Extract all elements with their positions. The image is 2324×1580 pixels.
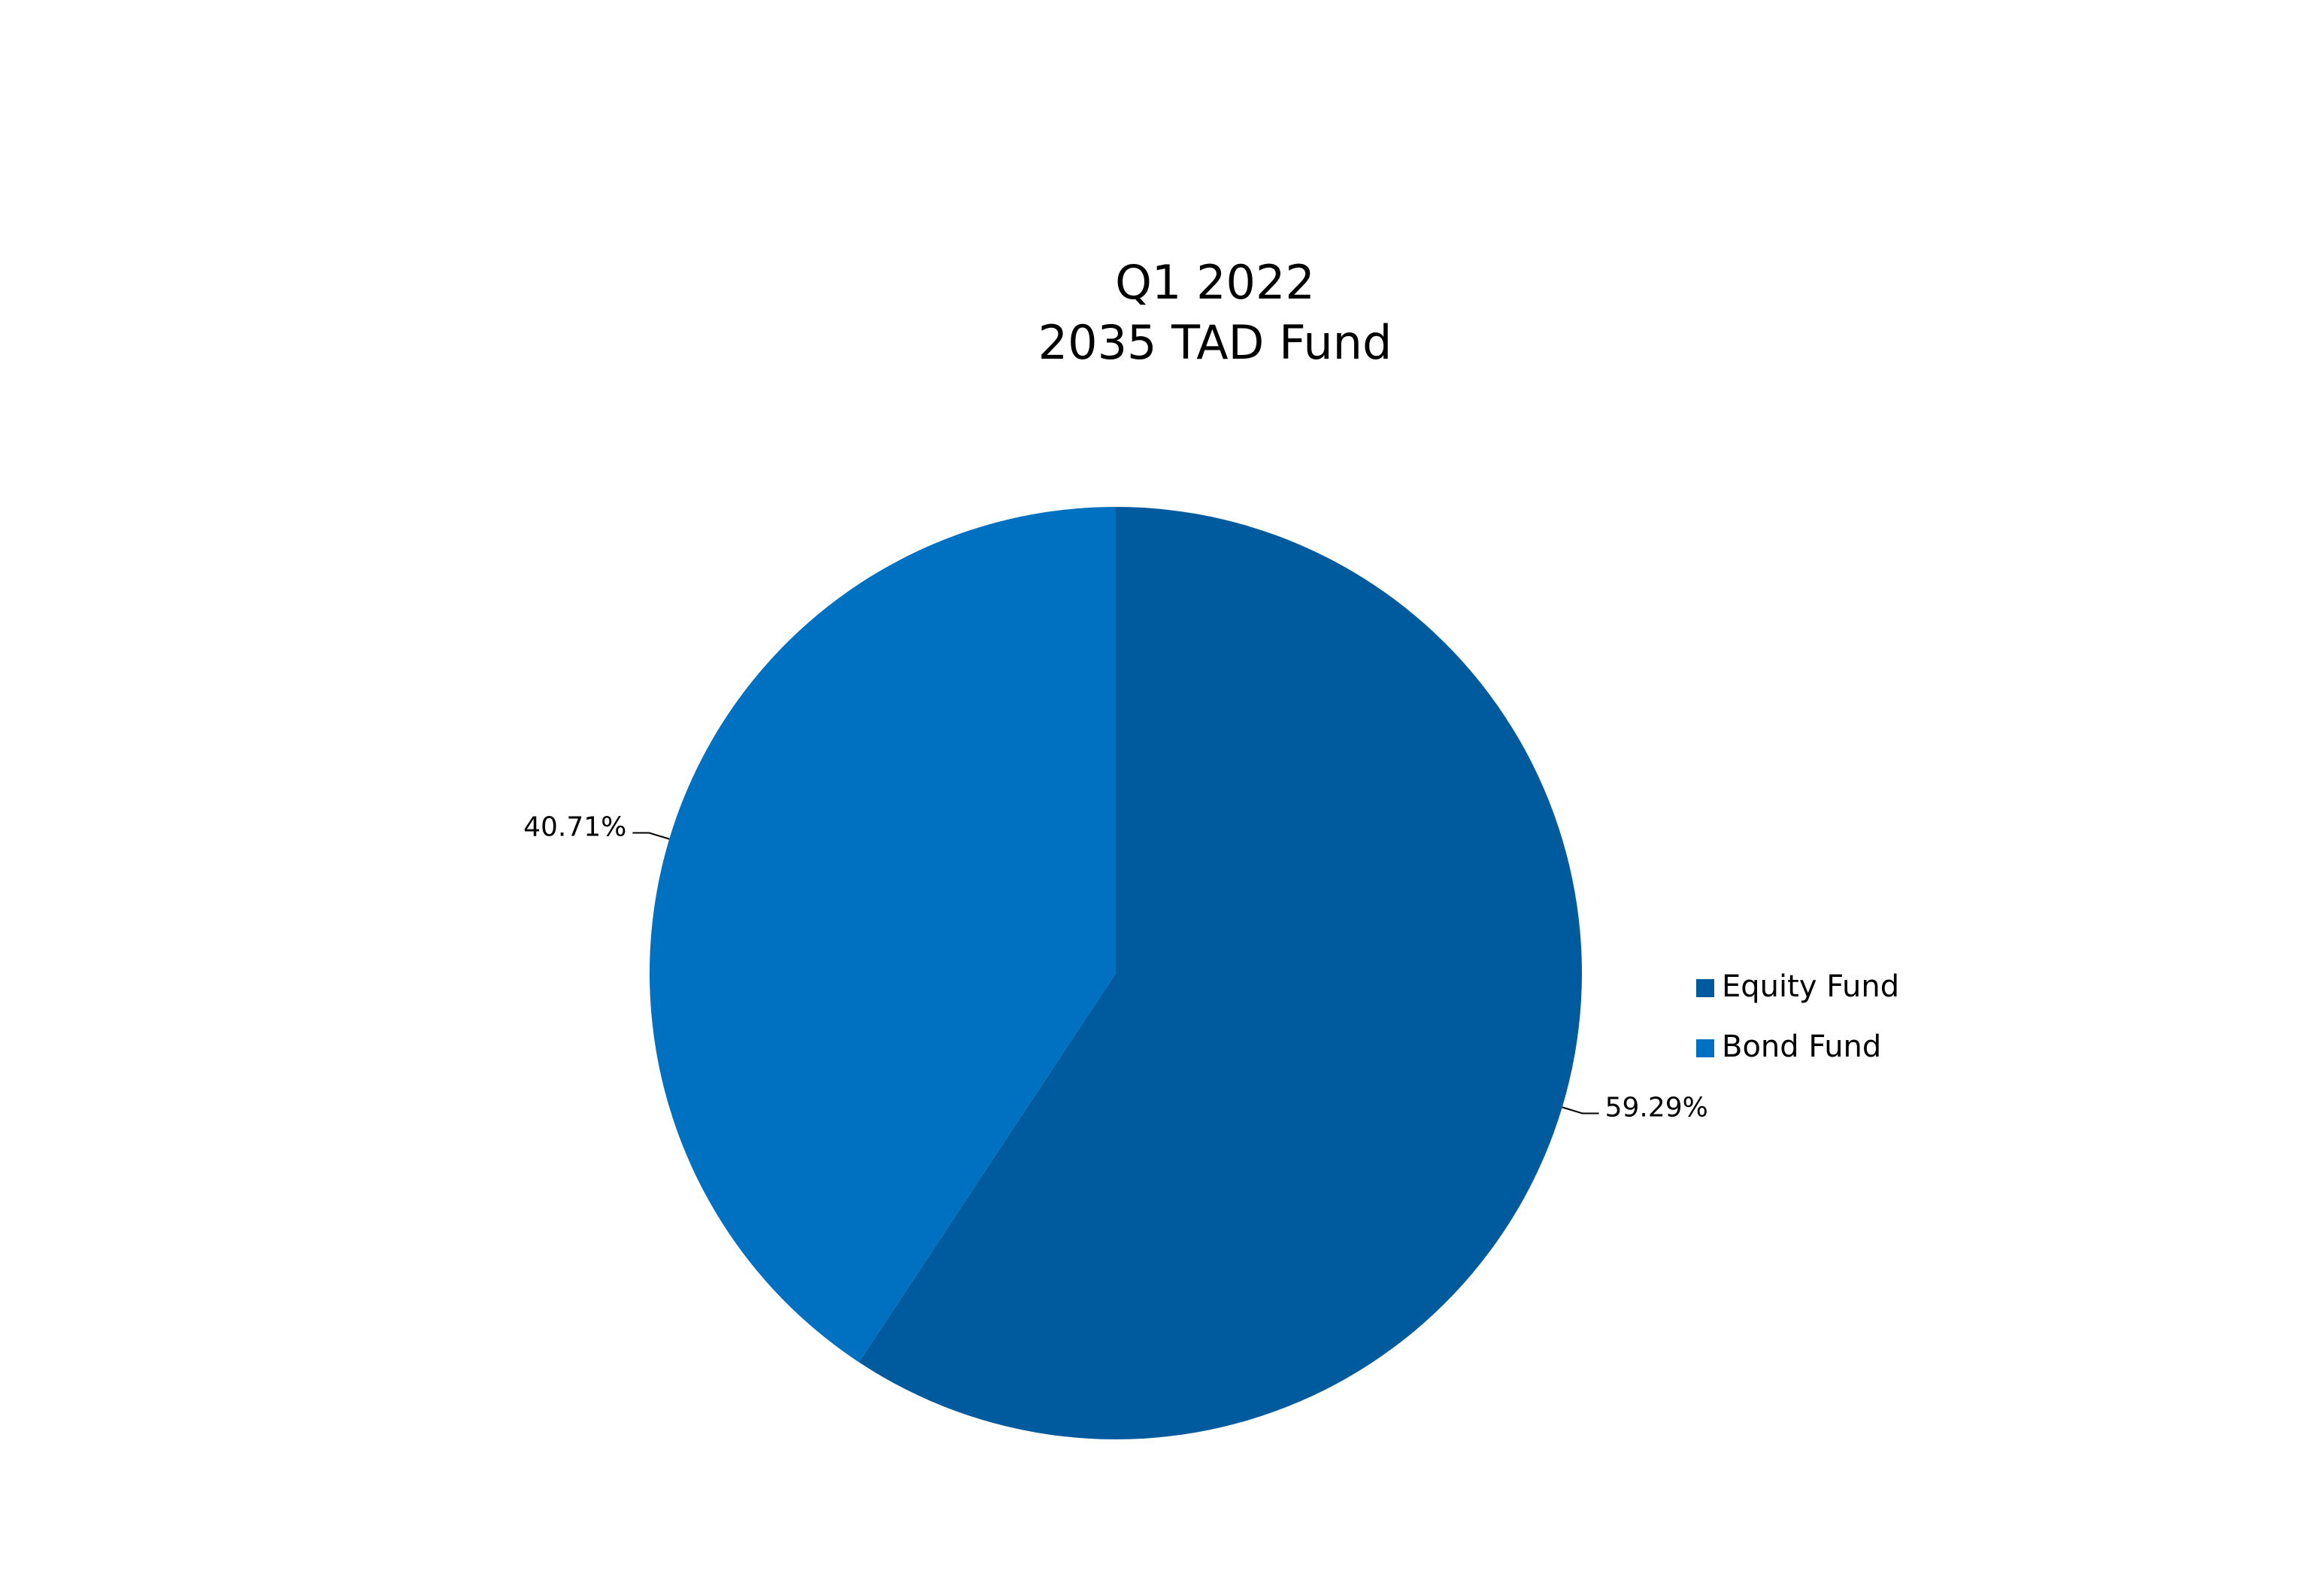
legend-label: Equity Fund <box>1722 969 1899 1004</box>
legend-swatch <box>1696 979 1714 997</box>
data-label: 59.29% <box>1605 1092 1708 1123</box>
data-label: 40.71% <box>523 812 626 843</box>
legend-swatch <box>1696 1039 1714 1057</box>
pie-slice <box>650 507 1116 1363</box>
legend-label: Bond Fund <box>1722 1030 1881 1064</box>
leader-line <box>632 832 670 840</box>
leader-line <box>1562 1106 1599 1114</box>
chart-title: Q1 2022 <box>1115 255 1315 310</box>
pie-slice <box>859 506 1582 1440</box>
chart-subtitle: 2035 TAD Fund <box>1038 315 1392 370</box>
